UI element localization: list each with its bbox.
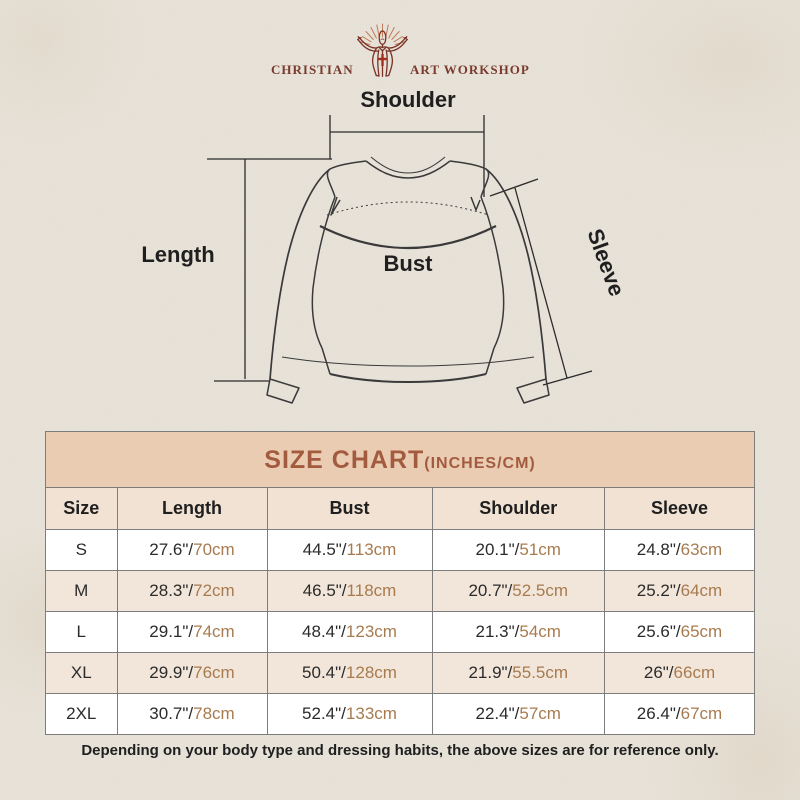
svg-text:Bust: Bust: [384, 251, 434, 276]
svg-text:Shoulder: Shoulder: [360, 87, 456, 112]
svg-text:Length: Length: [141, 242, 214, 267]
svg-text:Sleeve: Sleeve: [582, 225, 629, 299]
